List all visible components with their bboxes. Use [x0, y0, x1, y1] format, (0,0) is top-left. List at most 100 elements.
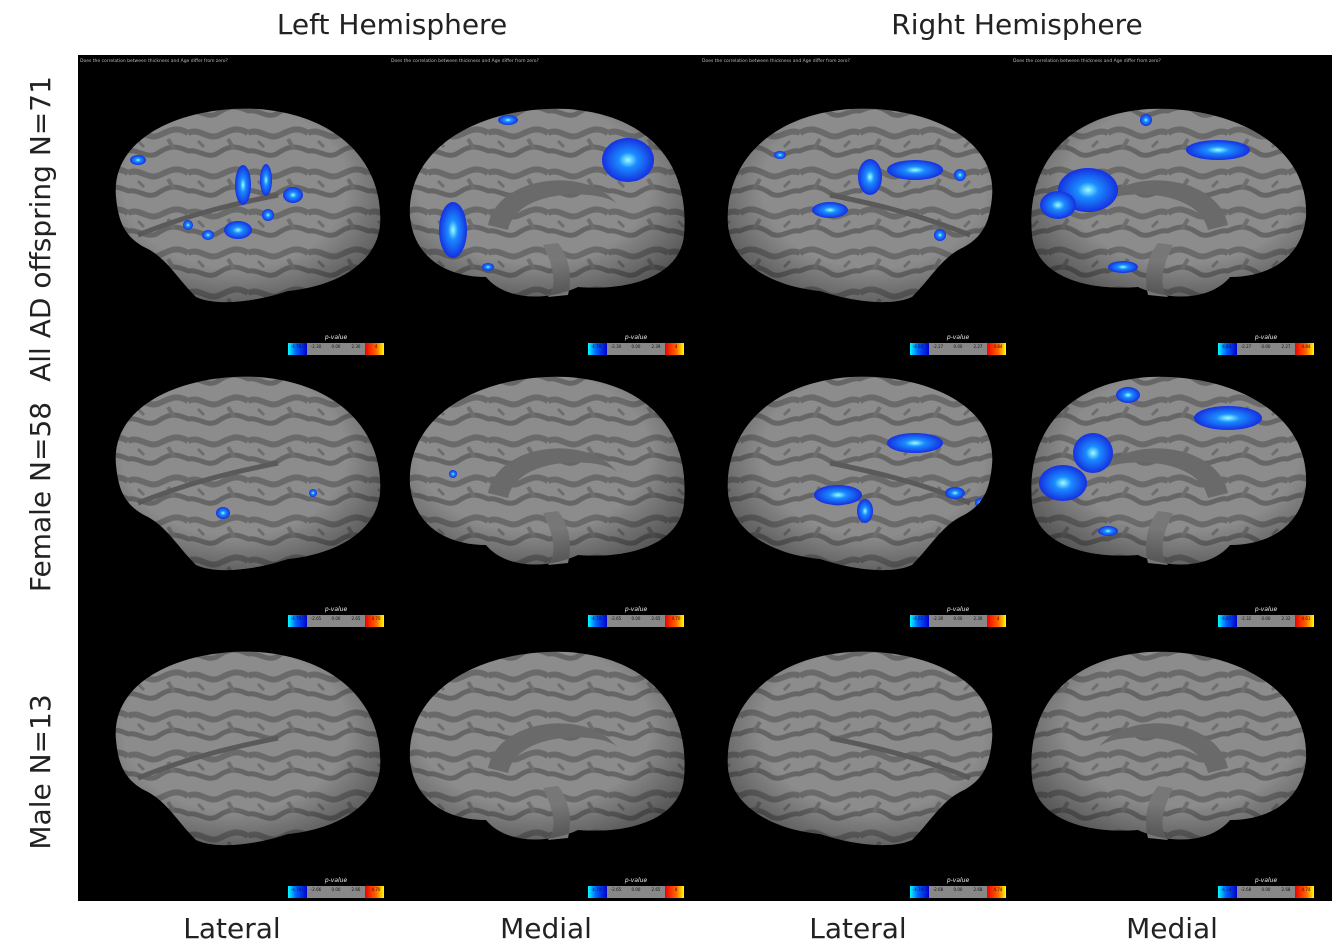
colorbar: p-value -4.70 -2.65 0.00 2.65 4.70	[588, 606, 684, 627]
colorbar-tick: 0.00	[632, 887, 641, 892]
panel-caption: Does the correlation between thickness a…	[391, 58, 540, 64]
cluster	[283, 187, 303, 203]
cluster	[887, 160, 943, 180]
colorbar: p-value -4.79 -2.30 0.00 2.30 4	[288, 334, 384, 355]
cluster	[260, 164, 272, 196]
row-label: Male N=13	[24, 694, 57, 849]
colorbar-title: p-value	[624, 334, 648, 341]
cluster	[814, 485, 862, 505]
cluster	[498, 115, 518, 125]
cluster	[216, 507, 230, 519]
colorbar-tick: 0.00	[1262, 344, 1271, 349]
column-header: Right Hemisphere	[891, 8, 1142, 41]
shading	[115, 651, 381, 846]
shading	[727, 651, 993, 846]
cluster	[309, 489, 317, 497]
colorbar-title: p-value	[1254, 334, 1278, 341]
colorbar: p-value -4.70 -2.66 0.00 2.66 4.70	[288, 877, 384, 898]
colorbar-tick: -4.79	[291, 344, 302, 349]
colorbar: p-value -4.84 -2.27 0.00 2.27 4.84	[1218, 334, 1314, 355]
brain-view	[409, 376, 685, 565]
colorbar-tick: -2.65	[311, 616, 322, 621]
cluster	[439, 202, 467, 258]
shading	[727, 376, 993, 571]
colorbar-tick: 4.84	[994, 344, 1003, 349]
colorbar-tick: 2.66	[352, 887, 361, 892]
colorbar-gradient	[588, 343, 684, 355]
cluster	[887, 433, 943, 453]
brain-view	[115, 651, 381, 846]
cluster	[482, 263, 494, 271]
colorbar-tick: 4	[375, 344, 378, 349]
shading	[1031, 651, 1307, 840]
colorbar-tick: -2.27	[1241, 344, 1252, 349]
panel-caption: Does the correlation between thickness a…	[80, 58, 229, 64]
colorbar: p-value -4.61 -2.32 0.00 2.32 4.61	[1218, 606, 1314, 627]
colorbar-tick: 4	[675, 887, 678, 892]
shading	[727, 108, 993, 303]
cluster	[1040, 191, 1076, 219]
colorbar-tick: 0.00	[332, 344, 341, 349]
colorbar-title: p-value	[1254, 877, 1278, 884]
cluster	[602, 138, 654, 182]
colorbar-tick: 0.00	[954, 344, 963, 349]
shading	[409, 376, 685, 565]
cluster	[130, 155, 146, 165]
cluster	[954, 169, 966, 181]
colorbar-gradient	[1218, 886, 1314, 898]
colorbar-tick: 2.39	[652, 344, 661, 349]
cluster	[449, 470, 457, 478]
colorbar: p-value -4.84 -2.27 0.00 2.27 4.84	[910, 334, 1006, 355]
view-label: Lateral	[183, 912, 280, 945]
activation-clusters	[216, 489, 317, 519]
cluster	[1194, 406, 1262, 430]
colorbar-tick: -2.68	[933, 887, 944, 892]
colorbar-tick: 0.00	[332, 887, 341, 892]
colorbar-tick: 2.27	[974, 344, 983, 349]
shading	[409, 651, 685, 840]
colorbar-gradient	[1218, 615, 1314, 627]
colorbar-tick: 4	[675, 344, 678, 349]
colorbar-gradient	[910, 886, 1006, 898]
cluster	[858, 159, 882, 195]
brain-view	[727, 108, 993, 303]
cluster	[1186, 140, 1250, 160]
colorbar-gradient	[288, 886, 384, 898]
colorbar-tick: -2.65	[611, 616, 622, 621]
colorbar-tick: -4.79	[591, 344, 602, 349]
brain-view	[1031, 376, 1307, 565]
view-label: Medial	[500, 912, 592, 945]
row-label: All AD offspring N=71	[24, 76, 57, 382]
colorbar-tick: -2.66	[311, 887, 322, 892]
colorbar-gradient	[910, 343, 1006, 355]
colorbar-tick: -2.30	[611, 344, 622, 349]
cluster	[1098, 526, 1118, 536]
brain-view	[1031, 108, 1307, 297]
colorbar-tick: 0.00	[632, 616, 641, 621]
activation-clusters	[1040, 114, 1250, 273]
colorbar-tick: 2.65	[352, 616, 361, 621]
shading	[115, 376, 381, 571]
colorbar-tick: 2.27	[1282, 344, 1291, 349]
colorbar-tick: -4.74	[1221, 887, 1232, 892]
activation-clusters	[130, 155, 303, 240]
colorbar-gradient	[1218, 343, 1314, 355]
colorbar-tick: 0.00	[1262, 887, 1271, 892]
colorbar-tick: -2.27	[933, 344, 944, 349]
colorbar-tick: 0.00	[1262, 616, 1271, 621]
cluster	[812, 202, 848, 218]
cluster	[1140, 114, 1152, 126]
colorbar-tick: 4.70	[672, 616, 681, 621]
colorbar-tick: -4.70	[291, 887, 302, 892]
colorbar-tick: 4.74	[1302, 887, 1311, 892]
brain-view	[409, 108, 685, 297]
colorbar-tick: 4.70	[372, 887, 381, 892]
colorbar-gradient	[588, 615, 684, 627]
shading	[115, 108, 381, 303]
brain-view	[727, 651, 993, 846]
view-label: Lateral	[809, 912, 906, 945]
cluster	[857, 499, 873, 523]
panel-caption: Does the correlation between thickness a…	[702, 58, 851, 64]
colorbar-title: p-value	[624, 606, 648, 613]
